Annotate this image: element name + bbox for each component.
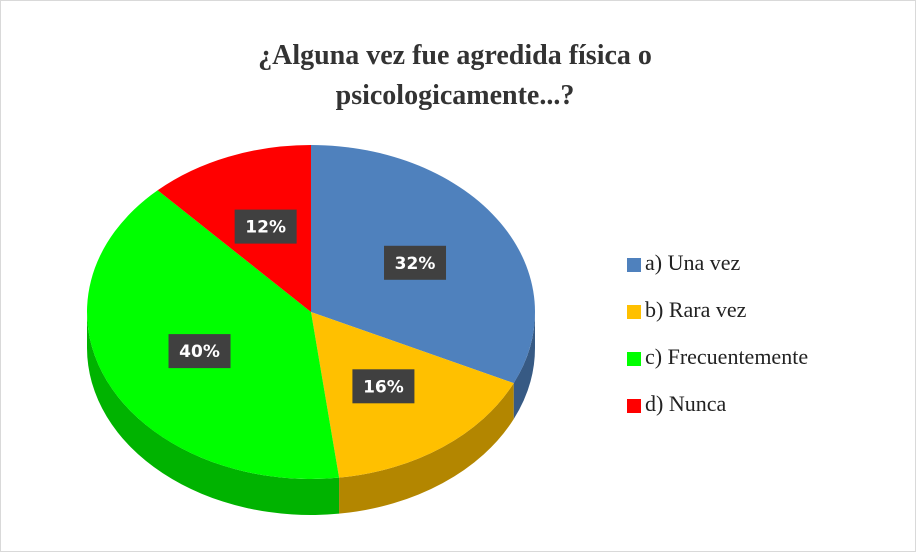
legend-swatch (627, 258, 641, 272)
data-label: 32% (395, 254, 436, 274)
data-label: 40% (179, 342, 220, 362)
slice-side (513, 312, 535, 420)
legend-label: d) Nunca (645, 391, 726, 416)
slice (157, 145, 311, 312)
legend-swatch (627, 352, 641, 366)
legend-label: c) Frecuentemente (645, 344, 808, 369)
legend-label: a) Una vez (645, 250, 741, 275)
slice-side (87, 312, 340, 515)
legend-swatch (627, 305, 641, 319)
data-label-box (234, 209, 297, 244)
data-label-box (352, 369, 415, 404)
slice-side (339, 383, 514, 514)
legend-label: b) Rara vez (645, 297, 747, 322)
legend-swatch (627, 399, 641, 413)
data-label: 16% (363, 377, 404, 397)
data-label: 12% (245, 218, 286, 238)
data-label-box (384, 245, 447, 280)
data-label-box (168, 334, 231, 369)
chart-title: ¿Alguna vez fue agredida física o psicol… (258, 40, 652, 111)
